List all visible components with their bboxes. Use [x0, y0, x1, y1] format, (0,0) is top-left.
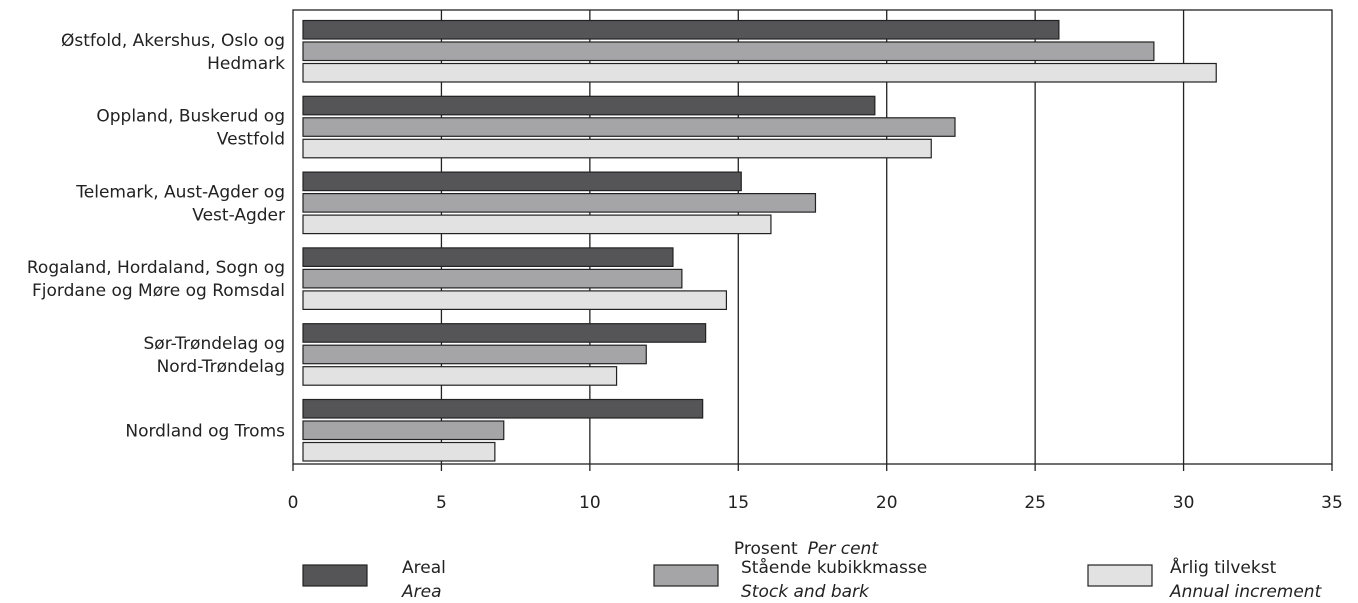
x-tick-label: 0: [288, 493, 299, 513]
legend-label-en: Annual increment: [1169, 582, 1323, 602]
grid-lines: [440, 10, 1185, 464]
category-label: Telemark, Aust-Agder og: [75, 182, 285, 202]
category-label: Oppland, Buskerud og: [96, 107, 285, 127]
category-label: Hedmark: [207, 54, 285, 74]
bar: [302, 214, 772, 235]
plot-frame: [292, 9, 1333, 465]
x-axis-label-en: Per cent: [808, 539, 880, 559]
bar: [302, 193, 817, 213]
bar: [302, 62, 1217, 83]
bar: [302, 41, 1155, 62]
bar: [302, 95, 876, 116]
x-tick-label: 30: [1173, 493, 1195, 513]
legend-label: Årlig tilvekst: [1170, 556, 1277, 578]
legend-swatch: [302, 564, 368, 587]
bar: [302, 398, 704, 419]
bar: [302, 19, 1060, 40]
x-tick-label: 15: [727, 493, 749, 513]
category-label: Nord-Trøndelag: [157, 357, 285, 377]
bar: [302, 323, 707, 343]
x-tick-label: 5: [436, 493, 447, 513]
category-label: Fjordane og Møre og Romsdal: [32, 281, 285, 301]
legend-label-en: Area: [401, 582, 442, 602]
category-labels: Østfold, Akershus, Oslo og Hedmark Oppland…: [27, 31, 285, 442]
category-label: Sør-Trøndelag og: [144, 334, 286, 354]
bar: [302, 138, 932, 159]
x-axis-ticks: 0 5 10 15 20 25 30 35: [288, 464, 1343, 513]
category-label: Rogaland, Hordaland, Sogn og: [27, 258, 285, 278]
bar: [302, 117, 956, 137]
legend-swatch: [1087, 564, 1153, 587]
legend-label: Stående kubikkmasse: [741, 557, 927, 578]
bar: [302, 171, 742, 192]
bar: [302, 290, 728, 310]
category-label: Nordland og Troms: [125, 421, 285, 441]
bar: [302, 344, 647, 365]
bar: [302, 366, 618, 386]
x-axis-label: Prosent Per cent: [734, 539, 879, 559]
x-tick-label: 25: [1024, 493, 1046, 513]
x-tick-label: 10: [579, 493, 601, 513]
bar: [302, 441, 496, 462]
category-label: Østfold, Akershus, Oslo og: [61, 31, 285, 51]
bar: [302, 247, 674, 267]
legend-label-en: Stock and bark: [741, 582, 870, 602]
bar: [302, 420, 505, 441]
x-tick-label: 35: [1321, 493, 1343, 513]
x-axis-label-no: Prosent: [734, 539, 798, 559]
category-label: Vest-Agder: [192, 205, 285, 225]
legend-label: Areal: [402, 558, 446, 578]
legend: Areal Area Stående kubikkmasse Stock and ba…: [302, 556, 1323, 602]
bar: [302, 268, 683, 289]
category-label: Vestfold: [217, 130, 285, 150]
bars: [302, 19, 1217, 462]
x-tick-label: 20: [876, 493, 898, 513]
legend-swatch: [653, 564, 719, 587]
